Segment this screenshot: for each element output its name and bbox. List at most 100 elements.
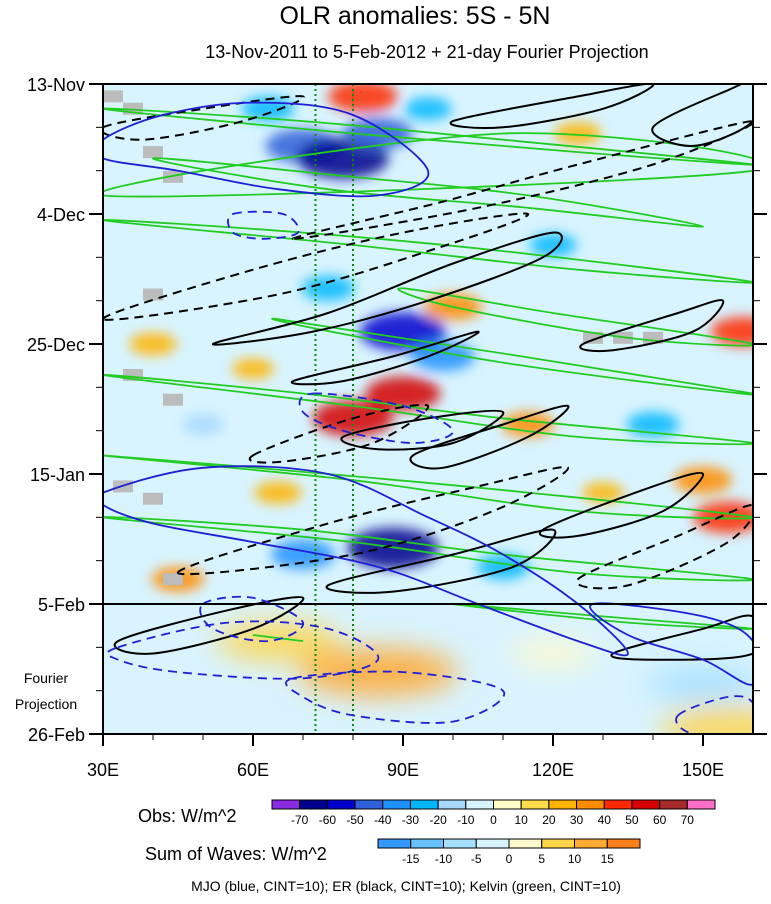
colorbar-tick-label: -30 [402,813,420,827]
plot-frame [102,83,754,735]
colorbar-tick-label: 60 [653,813,667,827]
missing-data-cell [103,90,123,103]
y-tick-label: 5-Feb [38,595,85,615]
colorbar-swatch [606,838,641,849]
obs-anomaly-cell [254,481,302,505]
obs-anomaly-cell [529,233,577,257]
mjo-contour [199,595,304,643]
kelvin-contour [152,157,704,228]
colorbar-swatch [520,799,550,810]
projection-anomaly-cell [509,639,597,668]
x-tick-label: 60E [237,760,269,780]
missing-data-cell [143,492,163,505]
er-contour [113,596,305,655]
er-contour [176,466,570,576]
colorbar-swatch [576,799,605,810]
obs-anomaly-cell [365,376,441,411]
er-contour [651,84,753,147]
obs-anomaly-cell [271,539,335,570]
missing-data-cell [163,393,183,406]
projection-anomaly-cell [647,666,753,703]
obs-colorbar: Obs: W/m^2 -70 -60 -50 -40 -30 -20 -10 0 10 20 30 4… [138,799,716,827]
colorbar-swatch [437,799,467,810]
kelvin-contour [271,317,753,396]
colorbar-tick-label: -50 [346,813,364,827]
kelvin-contour [103,219,753,284]
colorbar-swatch [475,838,510,849]
colorbar-swatch [382,799,411,810]
colorbar-swatch [299,799,328,810]
obs-anomaly-cell [301,275,355,301]
mjo-contour [298,392,454,444]
waves-colorbar-label: Sum of Waves: W/m^2 [145,844,327,864]
er-contour [291,120,753,240]
projection-anomaly-field [103,604,753,734]
obs-anomaly-cell [582,482,624,503]
colorbar-tick-label: 15 [601,852,615,866]
colorbar-swatch [409,799,439,810]
obs-anomaly-cell [501,411,555,438]
kelvin-contour [397,287,753,347]
colorbar-swatch [631,799,661,810]
colorbar-tick-label: -60 [319,813,337,827]
colorbar-swatch [574,838,608,849]
obs-anomaly-cell [404,97,452,121]
y-tick-label: 26-Feb [28,725,85,745]
mjo-contour [285,670,506,724]
colorbar-tick-label: 50 [625,813,639,827]
colorbar-tick-label: 0 [506,852,513,866]
colorbar-swatch [465,799,494,810]
er-contour [103,95,305,141]
er-contour [325,528,557,594]
mjo-contour [106,620,380,680]
obs-anomaly-cell [182,414,224,435]
mjo-contour [103,465,629,657]
colorbar-tick-label: 0 [490,813,497,827]
x-tick-label: 90E [387,760,419,780]
colorbar-tick-label: -10 [435,852,453,866]
x-tick-label: 150E [682,760,724,780]
mjo-contour [675,695,753,734]
projection-anomaly-cell [103,687,203,720]
er-contour [211,231,563,346]
colorbar-tick-label: 40 [598,813,612,827]
colorbar-swatch [603,799,633,810]
projection-anomaly-cell [660,707,753,734]
y-tick-label: 25-Dec [27,335,85,355]
y-tick-label: 4-Dec [37,205,85,225]
er-contour [340,409,505,451]
kelvin-contour [103,132,753,198]
missing-data-cell [143,146,163,159]
colorbar-swatch [493,799,522,810]
obs-colorbar-label: Obs: W/m^2 [138,806,236,826]
colorbar-tick-label: 30 [570,813,584,827]
er-contour [539,471,704,539]
colorbar-swatch [541,838,575,849]
colorbar-tick-label: 5 [538,852,545,866]
mjo-contour [227,210,300,240]
colorbar-swatch [377,838,412,849]
missing-data-cell [163,573,183,586]
er-contour [449,84,655,129]
y-tick-label: 13-Nov [27,75,85,95]
x-tick-label: 120E [532,760,574,780]
obs-anomaly-cell [693,501,753,534]
obs-anomaly-cell [673,466,733,494]
colorbar-tick-label: -70 [291,813,309,827]
colorbar-swatch [326,799,356,810]
projection-label-fourier: Fourier [24,670,69,686]
colorbar-tick-label: 20 [542,813,556,827]
colorbar-swatch [271,799,301,810]
y-tick-label: 15-Jan [30,465,85,485]
colorbar-tick-label: 70 [681,813,695,827]
missing-data-cell [163,170,183,183]
kelvin-contour [103,107,753,166]
waves-colorbar: Sum of Waves: W/m^2 -15 -10 -5 0 5 10 15 [145,838,641,866]
er-contour [103,212,530,321]
colorbar-tick-label: -5 [471,852,482,866]
colorbar-swatch [659,799,688,810]
contour-legend: MJO (blue, CINT=10); ER (black, CINT=10)… [191,878,621,894]
colorbar-tick-label: 10 [515,813,529,827]
er-contour [579,299,725,352]
y-axis: 13-Nov 4-Dec 25-Dec 15-Jan 5-Feb 26-Feb [27,75,767,745]
